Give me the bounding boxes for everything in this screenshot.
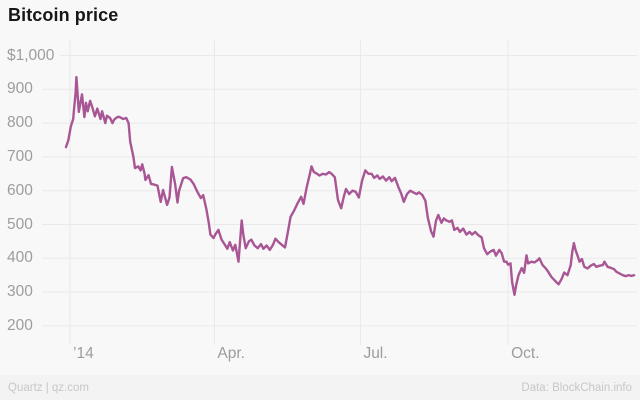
y-axis-tick-label: 800: [7, 112, 39, 133]
x-axis-tick-label: Oct.: [511, 345, 540, 362]
footer-source: Data: BlockChain.info: [521, 381, 632, 394]
footer: Quartz | qz.com Data: BlockChain.info: [0, 375, 640, 400]
x-axis-tick-label: ’14: [73, 345, 94, 362]
y-axis-tick-label: 400: [7, 248, 39, 268]
y-axis-tick-label: 300: [7, 281, 39, 302]
y-axis-tick-label: 500: [7, 214, 39, 234]
footer-brand: Quartz | qz.com: [8, 381, 89, 394]
y-axis-tick-label: 200: [7, 315, 39, 336]
price-line-series: [64, 75, 636, 296]
x-axis-tick-label: Jul.: [363, 345, 388, 362]
y-axis-tick-label: 700: [7, 146, 39, 167]
x-axis-tick-label: Apr.: [217, 345, 245, 362]
chart-title: Bitcoin price: [8, 5, 119, 25]
y-axis-tick-label: 600: [7, 180, 39, 201]
y-axis-tick-label: $1,000: [7, 45, 61, 65]
y-axis-tick-label: 900: [7, 79, 39, 99]
